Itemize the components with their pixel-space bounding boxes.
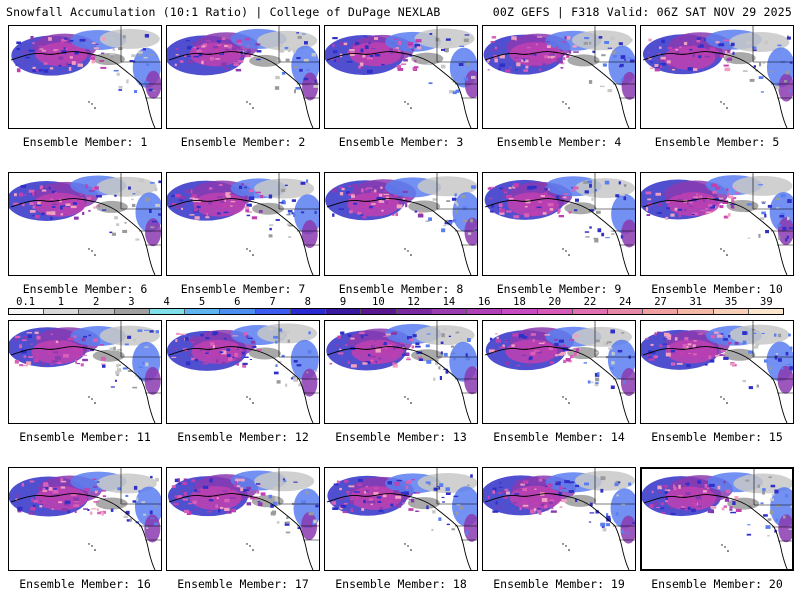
colorbar-swatch bbox=[467, 309, 503, 314]
colorbar-tick-label: 12 bbox=[407, 296, 420, 308]
colorbar-tick-label: 39 bbox=[760, 296, 773, 308]
colorbar-tick-label: 27 bbox=[654, 296, 667, 308]
ensemble-member-label: Ensemble Member: 20 bbox=[651, 577, 783, 591]
colorbar-swatch bbox=[607, 309, 644, 314]
colorbar-swatch bbox=[114, 309, 150, 314]
ensemble-member-label: Ensemble Member: 3 bbox=[338, 135, 464, 149]
ensemble-map-5 bbox=[640, 25, 794, 129]
chart-header-left: Snowfall Accumulation (10:1 Ratio) | Col… bbox=[6, 5, 441, 19]
chart-header-right: 00Z GEFS | F318 Valid: 06Z SAT NOV 29 20… bbox=[492, 5, 792, 19]
colorbar-swatch bbox=[361, 309, 397, 314]
colorbar-tick-label: 24 bbox=[618, 296, 632, 308]
ensemble-member-label: Ensemble Member: 19 bbox=[493, 577, 625, 591]
colorbar-tick-label: 5 bbox=[198, 296, 206, 308]
ensemble-map-11 bbox=[8, 320, 162, 424]
colorbar-tick-label: 0.1 bbox=[16, 296, 36, 308]
ensemble-map-8 bbox=[324, 172, 478, 276]
colorbar-swatches bbox=[8, 308, 784, 315]
ensemble-member-label: Ensemble Member: 1 bbox=[22, 135, 148, 149]
colorbar-tick-label: 4 bbox=[163, 296, 170, 308]
colorbar-swatch bbox=[220, 309, 256, 314]
colorbar-tick-label: 7 bbox=[269, 296, 276, 308]
colorbar-swatch bbox=[44, 309, 80, 314]
ensemble-member-label: Ensemble Member: 2 bbox=[180, 135, 306, 149]
ensemble-map-15 bbox=[640, 320, 794, 424]
ensemble-member-label: Ensemble Member: 17 bbox=[177, 577, 309, 591]
colorbar-tick-label: 18 bbox=[513, 296, 526, 308]
ensemble-member-label: Ensemble Member: 4 bbox=[496, 135, 622, 149]
colorbar-swatch bbox=[185, 309, 221, 314]
ensemble-map-4 bbox=[482, 25, 636, 129]
colorbar-tick-label: 9 bbox=[339, 296, 347, 308]
colorbar: 0.1 1 2 3 4 5 6 7 8 9 10 12 14 16 18 20 22 24 27 31 35 39 bbox=[8, 296, 792, 318]
colorbar-swatch bbox=[396, 309, 432, 314]
ensemble-map-2 bbox=[166, 25, 320, 129]
ensemble-member-label: Ensemble Member: 5 bbox=[654, 135, 780, 149]
colorbar-tick-label: 35 bbox=[724, 296, 738, 308]
ensemble-member-label: Ensemble Member: 8 bbox=[338, 282, 464, 296]
colorbar-tick-label: 1 bbox=[57, 296, 65, 308]
colorbar-swatch bbox=[79, 309, 115, 314]
ensemble-member-label: Ensemble Member: 18 bbox=[335, 577, 467, 591]
colorbar-swatch bbox=[290, 309, 327, 314]
colorbar-swatch bbox=[713, 309, 749, 314]
ensemble-member-label: Ensemble Member: 12 bbox=[177, 430, 309, 444]
ensemble-map-20 bbox=[640, 467, 794, 571]
colorbar-tick-label: 8 bbox=[304, 296, 311, 308]
colorbar-swatch bbox=[502, 309, 538, 314]
colorbar-swatch bbox=[572, 309, 608, 314]
colorbar-tick-label: 3 bbox=[128, 296, 135, 308]
ensemble-map-6 bbox=[8, 172, 162, 276]
ensemble-map-13 bbox=[324, 320, 478, 424]
ensemble-member-label: Ensemble Member: 10 bbox=[651, 282, 783, 296]
colorbar-swatch bbox=[537, 309, 573, 314]
colorbar-swatch bbox=[326, 309, 362, 314]
ensemble-member-label: Ensemble Member: 13 bbox=[335, 430, 467, 444]
ensemble-member-label: Ensemble Member: 14 bbox=[493, 430, 625, 444]
ensemble-map-17 bbox=[166, 467, 320, 571]
colorbar-tick-label: 16 bbox=[477, 296, 491, 308]
colorbar-swatch bbox=[255, 309, 291, 314]
colorbar-tick-label: 2 bbox=[93, 296, 100, 308]
colorbar-tick-label: 20 bbox=[548, 296, 562, 308]
ensemble-map-14 bbox=[482, 320, 636, 424]
ensemble-map-19 bbox=[482, 467, 636, 571]
colorbar-swatch bbox=[678, 309, 714, 314]
ensemble-member-label: Ensemble Member: 9 bbox=[496, 282, 622, 296]
colorbar-swatch bbox=[431, 309, 468, 314]
colorbar-tick-label: 22 bbox=[583, 296, 597, 308]
ensemble-member-label: Ensemble Member: 6 bbox=[22, 282, 148, 296]
ensemble-map-16 bbox=[8, 467, 162, 571]
colorbar-swatch bbox=[643, 309, 679, 314]
ensemble-map-7 bbox=[166, 172, 320, 276]
ensemble-member-label: Ensemble Member: 7 bbox=[180, 282, 306, 296]
colorbar-swatch bbox=[149, 309, 186, 314]
colorbar-tick-label: 6 bbox=[234, 296, 241, 308]
ensemble-member-label: Ensemble Member: 15 bbox=[651, 430, 783, 444]
colorbar-swatch bbox=[748, 309, 784, 314]
colorbar-tick-label: 10 bbox=[372, 296, 385, 308]
ensemble-map-3 bbox=[324, 25, 478, 129]
ensemble-map-1 bbox=[8, 25, 162, 129]
ensemble-map-18 bbox=[324, 467, 478, 571]
ensemble-map-9 bbox=[482, 172, 636, 276]
colorbar-tick-label: 14 bbox=[442, 296, 456, 308]
ensemble-member-label: Ensemble Member: 11 bbox=[19, 430, 151, 444]
ensemble-map-12 bbox=[166, 320, 320, 424]
ensemble-member-label: Ensemble Member: 16 bbox=[19, 577, 151, 591]
ensemble-map-10 bbox=[640, 172, 794, 276]
colorbar-swatch bbox=[9, 309, 45, 314]
colorbar-tick-label: 31 bbox=[689, 296, 703, 308]
